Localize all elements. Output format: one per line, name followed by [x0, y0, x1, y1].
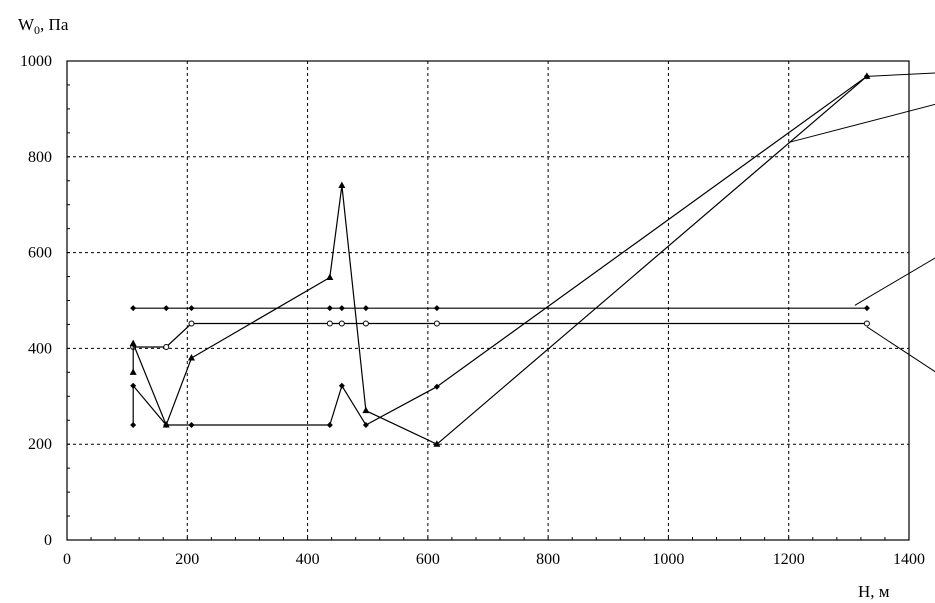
x-tick-label: 400	[296, 551, 320, 568]
data-point	[326, 273, 334, 281]
data-point	[130, 422, 137, 429]
series-4	[129, 72, 871, 447]
series-line-2	[133, 322, 867, 348]
data-point	[129, 368, 137, 375]
y-tick-label: 400	[28, 340, 52, 357]
y-tick-label: 0	[44, 532, 52, 549]
axis-ticks: 0 200 400 600 800 1000 1200 1400 0 200 400 600 800 10…	[20, 53, 925, 568]
y-axis-label: W0, Па	[18, 15, 69, 37]
data-point	[433, 383, 440, 390]
x-axis-label: H, м	[858, 582, 890, 601]
grid-lines	[67, 61, 909, 540]
data-point	[863, 72, 871, 79]
series-2	[130, 320, 870, 350]
data-point	[163, 343, 170, 350]
y-tick-label: 800	[28, 149, 52, 166]
plot-frame	[66, 60, 910, 541]
y-tick-label: 600	[28, 245, 52, 262]
data-point	[338, 320, 345, 327]
x-tick-label: 600	[416, 551, 440, 568]
data-point	[338, 305, 345, 312]
data-point	[326, 422, 333, 429]
x-tick-label: 200	[175, 551, 199, 568]
data-point	[362, 406, 370, 414]
data-point	[433, 440, 441, 447]
data-point	[129, 339, 137, 347]
data-point	[187, 353, 195, 361]
x-tick-label: 800	[536, 551, 560, 568]
series-line-3	[132, 75, 868, 426]
data-point	[130, 382, 137, 389]
data-point	[326, 305, 333, 312]
x-tick-label: 1200	[773, 551, 805, 568]
data-point	[163, 305, 170, 312]
callout-group: 4312	[788, 72, 935, 373]
y-tick-label: 1000	[20, 53, 52, 70]
x-tick-label: 0	[63, 551, 71, 568]
data-point	[326, 320, 333, 327]
data-point	[188, 422, 195, 429]
data-point	[338, 382, 345, 389]
data-point	[362, 305, 369, 312]
callout-leader-2	[866, 326, 935, 373]
data-point	[433, 305, 440, 312]
x-tick-label: 1400	[893, 551, 925, 568]
callout-leader-4	[866, 72, 935, 77]
data-point	[338, 181, 346, 189]
data-point	[362, 422, 369, 429]
series-group	[129, 72, 871, 447]
series-1	[130, 305, 870, 312]
y-tick-label: 200	[28, 436, 52, 453]
data-point	[362, 320, 369, 327]
data-point	[162, 421, 170, 428]
data-point	[863, 305, 870, 312]
series-line-4	[132, 75, 868, 445]
data-point	[188, 305, 195, 312]
series-3	[130, 73, 870, 429]
callout-leader-1	[854, 257, 935, 306]
data-point	[188, 320, 195, 327]
data-point	[130, 305, 137, 312]
x-tick-label: 1000	[652, 551, 684, 568]
callout-leader-3	[788, 103, 935, 143]
data-point	[433, 320, 440, 327]
data-point	[863, 320, 870, 327]
